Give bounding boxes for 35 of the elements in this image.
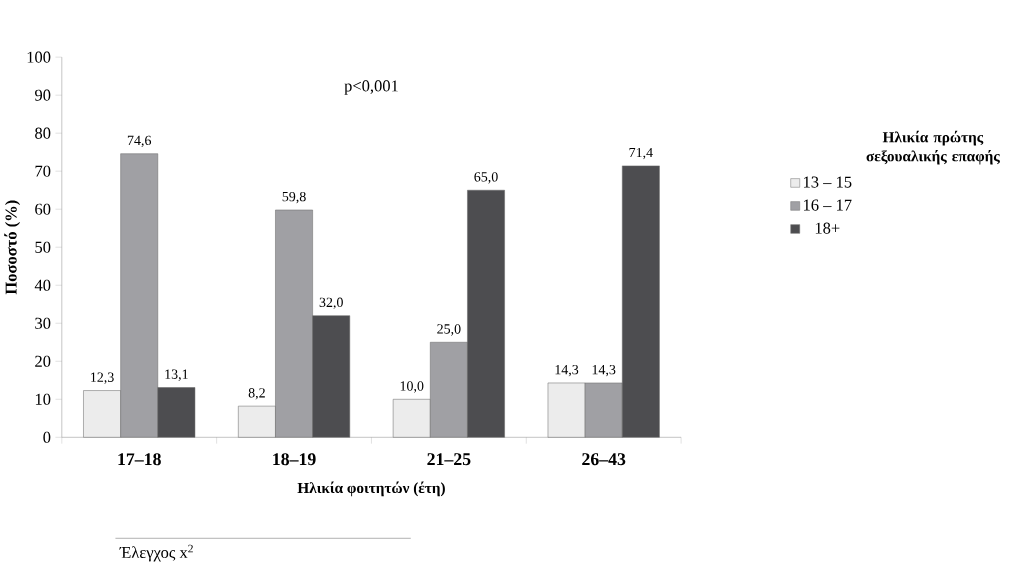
y-tick-label: 70 (35, 165, 51, 177)
legend-label: 16 – 17 (803, 199, 852, 211)
y-tick-label: 10 (35, 393, 51, 405)
text: Έλεγχος x$^{2}$ (119, 544, 193, 562)
data-label: 32,0 (319, 297, 343, 310)
x-axis-title: Ηλικία φοιτητών (έτη) (297, 481, 445, 497)
y-tick-label: 50 (35, 241, 51, 253)
y-tick-label: 0 (43, 431, 51, 443)
legend-label: 13 – 15 (803, 176, 852, 188)
y-tick-label: 60 (35, 203, 51, 215)
x-tick-label: 26–43 (582, 453, 626, 466)
data-label: 25,0 (437, 324, 461, 336)
y-tick-label: 100 (27, 51, 51, 63)
data-label: 59,8 (282, 192, 306, 204)
legend-title: Ηλικία πρώτης σεξουαλικής επαφής (866, 130, 1000, 165)
y-axis-title: Ποσοστό (%) (4, 200, 21, 295)
annotation: p<0,001 (344, 80, 398, 95)
data-label: 8,2 (248, 388, 265, 400)
data-label: 71,4 (629, 147, 653, 160)
data-label: 74,6 (127, 135, 152, 148)
y-tick-label: 30 (35, 317, 51, 329)
data-label: 14,3 (555, 365, 579, 377)
y-tick-label: 20 (35, 355, 51, 367)
y-tick-label: 40 (34, 279, 51, 291)
x-tick-label: 17–18 (118, 453, 161, 466)
data-label: 14,3 (592, 365, 616, 377)
legend-label: 18+ (815, 222, 840, 234)
data-label: 12,3 (91, 372, 114, 384)
y-tick-label: 90 (35, 89, 51, 101)
data-label: 13,1 (165, 369, 188, 381)
x-tick-label: 21–25 (427, 453, 471, 466)
y-tick-label: 80 (35, 127, 51, 139)
data-label: 10,0 (400, 381, 424, 393)
data-label: 65,0 (474, 172, 498, 184)
x-tick-label: 18–19 (273, 453, 316, 466)
